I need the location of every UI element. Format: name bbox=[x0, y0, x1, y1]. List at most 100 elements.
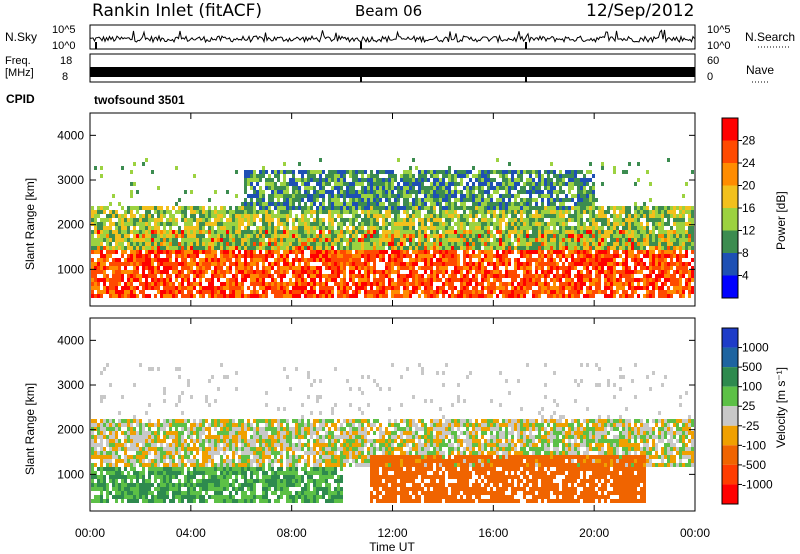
heatmap-cell bbox=[421, 250, 424, 254]
heatmap-cell bbox=[262, 270, 265, 274]
heatmap-cell bbox=[625, 254, 628, 258]
heatmap-cell bbox=[490, 170, 493, 174]
heatmap-cell bbox=[292, 170, 295, 174]
heatmap-cell bbox=[421, 238, 424, 242]
heatmap-cell bbox=[121, 286, 124, 290]
heatmap-cell bbox=[457, 214, 460, 218]
heatmap-cell bbox=[286, 194, 289, 198]
heatmap-cell bbox=[112, 286, 115, 290]
heatmap-cell bbox=[601, 234, 604, 238]
heatmap-cell bbox=[478, 178, 481, 182]
heatmap-cell bbox=[367, 218, 370, 222]
heatmap-cell bbox=[364, 198, 367, 202]
heatmap-cell bbox=[631, 214, 634, 218]
heatmap-cell bbox=[289, 182, 292, 186]
heatmap-cell bbox=[493, 226, 496, 230]
heatmap-cell bbox=[547, 254, 550, 258]
heatmap-cell bbox=[469, 262, 472, 266]
heatmap-cell bbox=[226, 286, 229, 290]
heatmap-cell bbox=[130, 262, 133, 266]
heatmap-cell bbox=[343, 262, 346, 266]
heatmap-cell bbox=[589, 206, 592, 210]
heatmap-cell bbox=[418, 250, 421, 254]
heatmap-cell bbox=[667, 294, 670, 298]
heatmap-cell bbox=[517, 234, 520, 238]
heatmap-cell bbox=[373, 290, 376, 294]
heatmap-cell bbox=[481, 266, 484, 270]
heatmap-cell bbox=[388, 274, 391, 278]
heatmap-cell bbox=[199, 250, 202, 254]
heatmap-cell bbox=[172, 218, 175, 222]
heatmap-cell bbox=[271, 290, 274, 294]
heatmap-cell bbox=[97, 290, 100, 294]
heatmap-cell bbox=[433, 210, 436, 214]
heatmap-cell bbox=[154, 278, 157, 282]
heatmap-cell bbox=[406, 226, 409, 230]
heatmap-cell bbox=[562, 198, 565, 202]
heatmap-cell bbox=[433, 226, 436, 230]
heatmap-cell bbox=[655, 262, 658, 266]
heatmap-cell bbox=[295, 238, 298, 242]
heatmap-cell bbox=[478, 226, 481, 230]
heatmap-cell bbox=[445, 250, 448, 254]
heatmap-cell bbox=[685, 242, 688, 246]
heatmap-cell bbox=[685, 246, 688, 250]
heatmap-cell bbox=[247, 238, 250, 242]
heatmap-cell bbox=[631, 278, 634, 282]
heatmap-cell bbox=[481, 174, 484, 178]
heatmap-cell bbox=[412, 278, 415, 282]
heatmap-cell bbox=[571, 186, 574, 190]
heatmap-cell bbox=[511, 294, 514, 298]
heatmap-cell bbox=[679, 238, 682, 242]
heatmap-cell bbox=[94, 250, 97, 254]
heatmap-cell bbox=[385, 186, 388, 190]
heatmap-cell bbox=[109, 242, 112, 246]
heatmap-cell bbox=[541, 182, 544, 186]
heatmap-cell bbox=[205, 278, 208, 282]
heatmap-cell bbox=[244, 202, 247, 206]
heatmap-cell bbox=[517, 230, 520, 234]
heatmap-cell bbox=[376, 186, 379, 190]
heatmap-cell bbox=[349, 198, 352, 202]
heatmap-cell bbox=[148, 294, 151, 298]
heatmap-cell bbox=[175, 222, 178, 226]
heatmap-cell bbox=[316, 254, 319, 258]
heatmap-cell bbox=[358, 258, 361, 262]
heatmap-cell bbox=[457, 262, 460, 266]
heatmap-cell bbox=[565, 282, 568, 286]
heatmap-cell bbox=[532, 190, 535, 194]
heatmap-cell bbox=[220, 274, 223, 278]
heatmap-cell bbox=[313, 174, 316, 178]
heatmap-cell bbox=[481, 170, 484, 174]
heatmap-cell bbox=[436, 222, 439, 226]
heatmap-cell bbox=[382, 194, 385, 198]
heatmap-cell bbox=[589, 218, 592, 222]
heatmap-cell bbox=[463, 238, 466, 242]
heatmap-cell bbox=[577, 214, 580, 218]
heatmap-cell bbox=[364, 230, 367, 234]
heatmap-cell bbox=[394, 238, 397, 242]
heatmap-cell bbox=[637, 242, 640, 246]
heatmap-cell bbox=[643, 286, 646, 290]
heatmap-cell bbox=[394, 246, 397, 250]
heatmap-cell bbox=[337, 210, 340, 214]
heatmap-cell bbox=[172, 230, 175, 234]
heatmap-cell bbox=[679, 242, 682, 246]
heatmap-cell bbox=[274, 194, 277, 198]
nave-tick-bottom: 0 bbox=[707, 71, 713, 83]
heatmap-cell bbox=[253, 262, 256, 266]
heatmap-cell bbox=[616, 214, 619, 218]
heatmap-cell bbox=[589, 178, 592, 182]
heatmap-cell bbox=[553, 246, 556, 250]
heatmap-cell bbox=[592, 242, 595, 246]
heatmap-cell bbox=[595, 290, 598, 294]
heatmap-cell bbox=[574, 214, 577, 218]
heatmap-cell bbox=[181, 218, 184, 222]
heatmap-cell bbox=[658, 218, 661, 222]
heatmap-cell bbox=[430, 226, 433, 230]
heatmap-cell bbox=[100, 222, 103, 226]
heatmap-cell bbox=[466, 274, 469, 278]
heatmap-cell bbox=[220, 282, 223, 286]
heatmap-cell bbox=[232, 254, 235, 258]
heatmap-cell bbox=[100, 435, 103, 439]
